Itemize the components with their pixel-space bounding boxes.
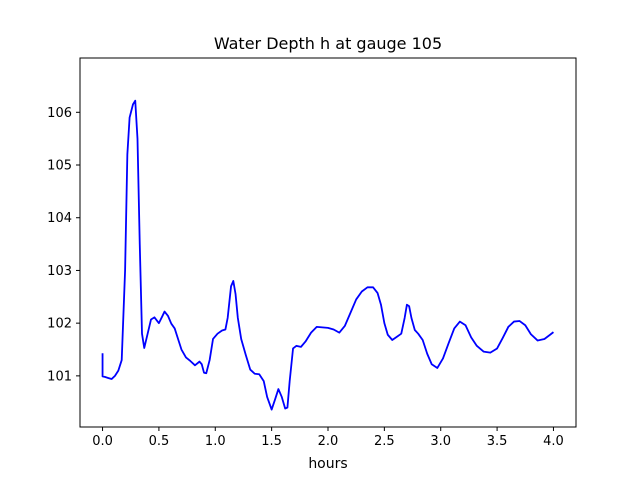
y-tick-label: 104 (47, 211, 72, 226)
x-axis-label: hours (308, 456, 347, 472)
y-tick-label: 101 (47, 369, 72, 384)
x-tick-label: 3.5 (487, 434, 508, 449)
y-tick-label: 103 (47, 264, 72, 279)
chart-title: Water Depth h at gauge 105 (214, 34, 442, 53)
x-tick-label: 3.0 (430, 434, 451, 449)
x-tick-label: 0.5 (149, 434, 170, 449)
x-tick-label: 1.5 (261, 434, 282, 449)
y-tick-label: 106 (47, 106, 72, 121)
series-line-0 (101, 99, 555, 411)
plot-frame (79, 57, 577, 428)
x-tick-label: 0.0 (92, 434, 113, 449)
y-tick-label: 102 (47, 317, 72, 332)
x-tick-label: 1.0 (205, 434, 226, 449)
y-tick-label: 105 (47, 159, 72, 174)
x-tick-label: 2.5 (374, 434, 395, 449)
x-tick-label: 2.0 (318, 434, 339, 449)
plot-area: 0.0 0.5 1.0 1.5 2.0 2.5 3.0 3.5 4.0 101 102 103 104 1… (47, 57, 577, 449)
x-tick-label: 4.0 (543, 434, 564, 449)
